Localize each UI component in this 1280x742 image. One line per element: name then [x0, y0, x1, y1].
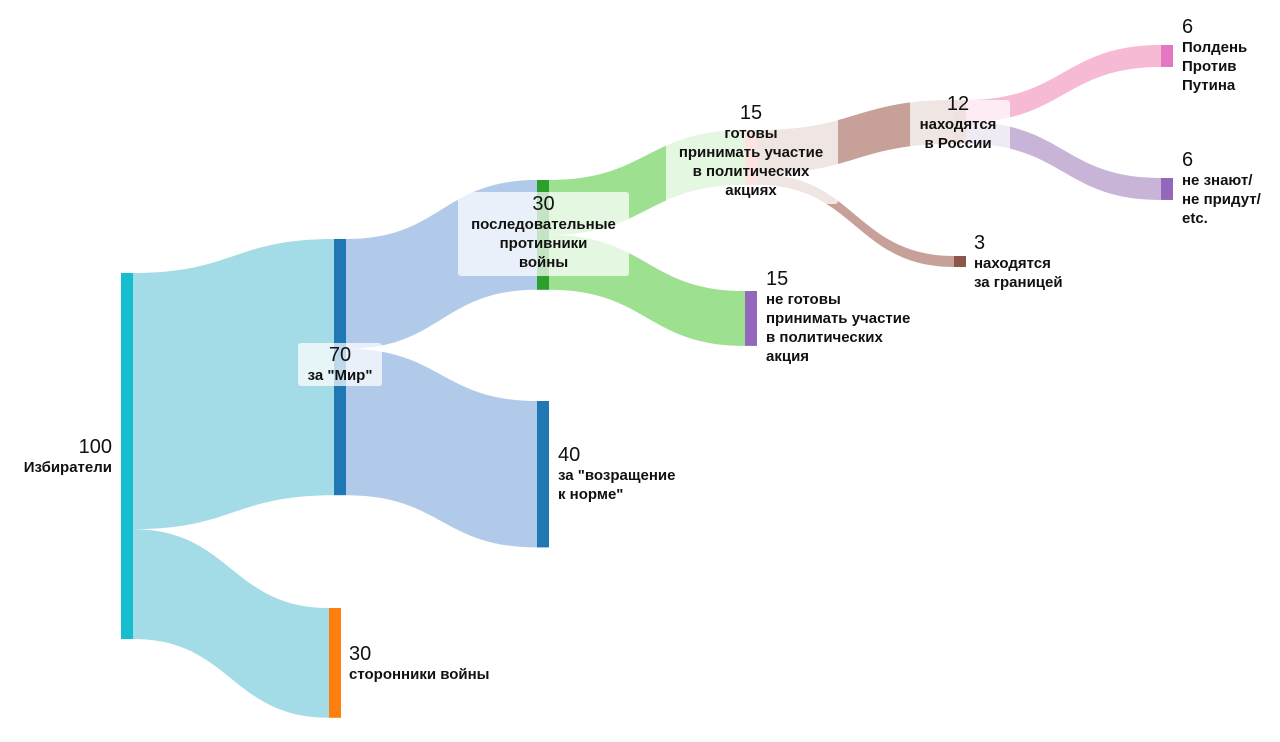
node-war — [329, 608, 341, 718]
label-abroad-name: находятся за границей — [974, 255, 1063, 291]
link-ready-abroad — [757, 173, 954, 267]
label-russia-value: 12 — [946, 93, 970, 115]
label-war: 30 сторонники войны — [349, 643, 549, 684]
label-peace-value: 70 — [328, 344, 352, 366]
label-dontknow-name: не знают/ не придут/ etc. — [1182, 172, 1261, 227]
label-opponents-name: последовательные противники войны — [471, 216, 616, 271]
label-voters-name: Избиратели — [23, 459, 112, 476]
node-normal — [537, 401, 549, 548]
label-ready: 15 готовы принимать участие в политическ… — [666, 102, 836, 200]
label-dontknow-value: 6 — [1182, 149, 1194, 171]
node-notready — [745, 291, 757, 346]
label-backdrop-ready — [666, 104, 838, 204]
label-russia: 12 находятся в России — [903, 93, 1013, 153]
node-abroad — [954, 256, 966, 267]
node-voters — [121, 273, 133, 639]
label-normal-value: 40 — [558, 444, 581, 466]
label-abroad-value: 3 — [974, 232, 986, 254]
label-normal: 40 за "возращение к норме" — [558, 444, 728, 504]
label-notready-name: не готовы принимать участие в политическ… — [766, 291, 911, 365]
label-opponents-value: 30 — [532, 193, 555, 215]
label-opponents: 30 последовательные противники войны — [458, 192, 629, 276]
label-ready-value: 15 — [739, 102, 763, 124]
node-dontknow — [1161, 178, 1173, 200]
label-noon-value: 6 — [1182, 16, 1194, 38]
label-war-value: 30 — [349, 643, 372, 665]
label-noon: 6 Полдень Против Путина — [1182, 16, 1277, 95]
link-voters-war — [133, 529, 329, 718]
label-peace: 70 за "Мир" — [298, 343, 382, 386]
label-abroad: 3 находятся за границей — [974, 232, 1114, 292]
label-war-name: сторонники войны — [349, 666, 490, 683]
node-noon — [1161, 45, 1173, 67]
label-voters-value: 100 — [78, 436, 112, 458]
label-dontknow: 6 не знают/ не придут/ etc. — [1182, 149, 1277, 228]
label-voters: 100 Избиратели — [0, 436, 112, 477]
label-noon-name: Полдень Против Путина — [1182, 39, 1248, 94]
label-notready: 15 не готовы принимать участие в политич… — [766, 268, 956, 366]
label-peace-name: за "Мир" — [307, 367, 373, 384]
link-russia-dontknow — [966, 121, 1161, 200]
label-normal-name: за "возращение к норме" — [558, 467, 676, 503]
link-voters-peace — [133, 239, 334, 530]
label-russia-name: находятся в России — [919, 116, 997, 152]
link-russia-noon — [966, 45, 1161, 122]
label-notready-value: 15 — [766, 268, 789, 290]
link-peace-normal — [346, 348, 537, 548]
label-backdrop-russia — [910, 100, 1010, 156]
label-ready-name: готовы принимать участие в политических … — [678, 125, 824, 199]
